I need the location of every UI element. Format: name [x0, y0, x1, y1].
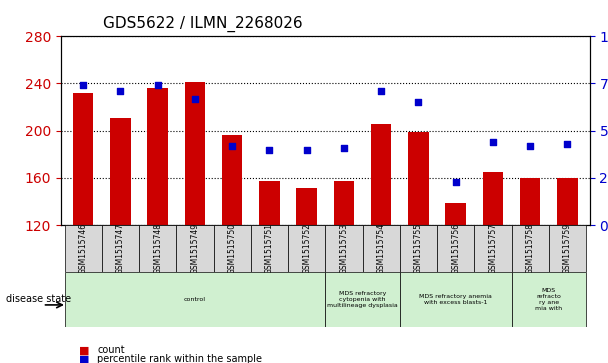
FancyBboxPatch shape [325, 225, 362, 272]
Point [451, 179, 460, 184]
Bar [185, 82, 205, 225]
FancyBboxPatch shape [102, 225, 139, 272]
Text: GSM1515747: GSM1515747 [116, 223, 125, 274]
Text: GSM1515759: GSM1515759 [563, 223, 572, 274]
Text: GSM1515752: GSM1515752 [302, 223, 311, 274]
Text: MDS refractory
cytopenia with
multilineage dysplasia: MDS refractory cytopenia with multilinea… [327, 291, 398, 308]
Bar [147, 88, 168, 225]
Point [413, 99, 423, 105]
Text: GSM1515754: GSM1515754 [377, 223, 385, 274]
Point [78, 82, 88, 88]
Bar [483, 172, 503, 225]
Bar [557, 178, 578, 225]
Text: GSM1515746: GSM1515746 [78, 223, 88, 274]
Text: MDS
refracto
ry ane
mia with: MDS refracto ry ane mia with [535, 288, 562, 311]
Text: control: control [184, 297, 206, 302]
Text: GSM1515757: GSM1515757 [488, 223, 497, 274]
Text: GSM1515756: GSM1515756 [451, 223, 460, 274]
FancyBboxPatch shape [474, 225, 511, 272]
FancyBboxPatch shape [64, 272, 325, 327]
Bar [297, 188, 317, 225]
FancyBboxPatch shape [64, 225, 102, 272]
FancyBboxPatch shape [176, 225, 213, 272]
Point [562, 141, 572, 147]
Point [302, 147, 311, 152]
FancyBboxPatch shape [400, 225, 437, 272]
FancyBboxPatch shape [400, 272, 511, 327]
FancyBboxPatch shape [437, 225, 474, 272]
Point [227, 143, 237, 149]
Text: ■: ■ [79, 345, 89, 355]
Point [190, 96, 200, 102]
Text: GSM1515755: GSM1515755 [414, 223, 423, 274]
Bar [371, 123, 392, 225]
FancyBboxPatch shape [511, 272, 586, 327]
Point [153, 82, 162, 88]
Text: GSM1515749: GSM1515749 [190, 223, 199, 274]
FancyBboxPatch shape [139, 225, 176, 272]
Point [376, 88, 386, 94]
Bar [446, 203, 466, 225]
Text: percentile rank within the sample: percentile rank within the sample [97, 354, 262, 363]
Text: GSM1515751: GSM1515751 [265, 223, 274, 274]
Text: MDS refractory anemia
with excess blasts-1: MDS refractory anemia with excess blasts… [420, 294, 492, 305]
Bar [73, 93, 94, 225]
FancyBboxPatch shape [362, 225, 400, 272]
Text: disease state: disease state [6, 294, 71, 305]
Text: ■: ■ [79, 354, 89, 363]
Point [339, 145, 349, 151]
Bar [259, 182, 280, 225]
FancyBboxPatch shape [325, 272, 400, 327]
Text: GSM1515748: GSM1515748 [153, 223, 162, 274]
Bar [110, 118, 131, 225]
Bar [334, 182, 354, 225]
FancyBboxPatch shape [250, 225, 288, 272]
Bar [222, 135, 243, 225]
FancyBboxPatch shape [213, 225, 250, 272]
Point [488, 139, 498, 145]
FancyBboxPatch shape [288, 225, 325, 272]
Text: count: count [97, 345, 125, 355]
Bar [520, 178, 541, 225]
Text: GSM1515750: GSM1515750 [227, 223, 237, 274]
Text: GDS5622 / ILMN_2268026: GDS5622 / ILMN_2268026 [103, 16, 303, 32]
Text: GSM1515753: GSM1515753 [339, 223, 348, 274]
Bar [408, 132, 429, 225]
FancyBboxPatch shape [549, 225, 586, 272]
Point [525, 143, 535, 149]
FancyBboxPatch shape [511, 225, 549, 272]
Point [116, 88, 125, 94]
Text: GSM1515758: GSM1515758 [526, 223, 534, 274]
Point [264, 147, 274, 152]
